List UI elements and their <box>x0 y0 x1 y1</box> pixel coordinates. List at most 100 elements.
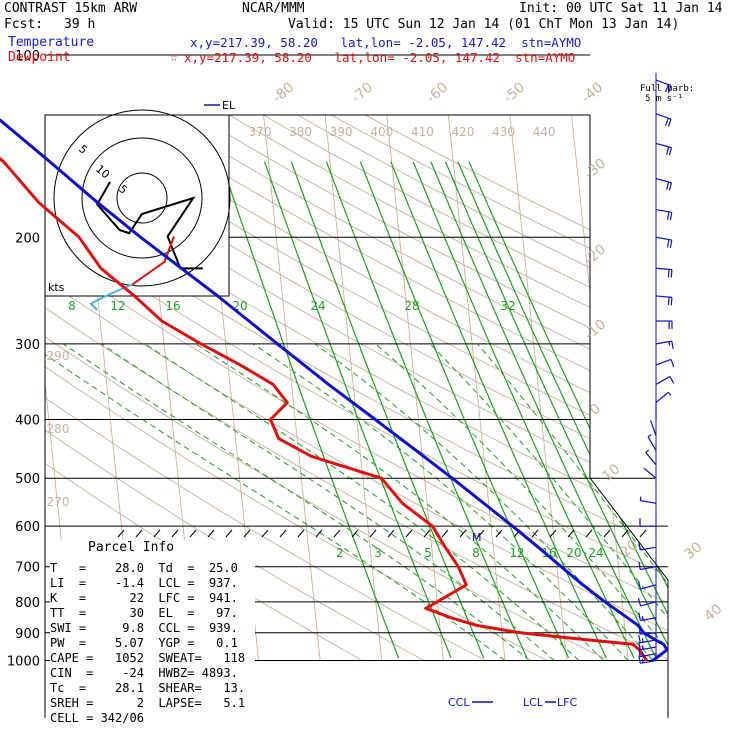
mixing-ratio-line <box>390 161 607 659</box>
isotherm-line <box>689 55 740 661</box>
dry-adiabat-line <box>45 115 668 661</box>
isobar-tick <box>333 529 341 538</box>
hodograph-ring <box>53 109 231 287</box>
wind-barb <box>655 178 673 191</box>
dry-adiabat-line <box>45 115 363 661</box>
isotherm-label: 30 <box>681 539 705 563</box>
mixing-ratio-line <box>290 161 485 659</box>
isobar-tick <box>495 529 503 538</box>
wind-barb <box>645 449 657 466</box>
pressure-tick-label: 1000 <box>7 655 40 670</box>
dry-adiabat-line <box>45 115 668 661</box>
isobar-tick <box>225 529 233 538</box>
hodograph-ring <box>81 137 203 259</box>
wind-barb <box>655 267 673 278</box>
mixing-ratio-line <box>444 161 668 659</box>
isotherm-label: 0 <box>587 401 604 419</box>
isobar-tick <box>279 529 287 538</box>
wind-barb <box>655 375 675 385</box>
isobar-tick <box>423 529 431 538</box>
isobar-tick <box>639 529 647 538</box>
isotherm-label: -50 <box>501 79 529 106</box>
theta-label: 420 <box>452 125 475 139</box>
dry-adiabat-line <box>257 115 668 661</box>
isotherm-label: -10 <box>582 316 610 343</box>
wind-barb <box>656 320 673 330</box>
isotherm-label: -80 <box>270 79 298 106</box>
init-time: Init: 00 UTC Sat 11 Jan 14 <box>519 1 723 16</box>
wind-barb <box>639 518 656 527</box>
mixing-ratio-label: 12 <box>110 299 125 313</box>
isobar-tick <box>567 529 575 538</box>
dry-adiabat-line <box>45 115 425 661</box>
isobar-tick <box>297 529 305 538</box>
wind-barb <box>655 358 675 368</box>
parcel-info-panel: Parcel Info T = 28.0 Td = 25.0 LI = -1.4… <box>50 540 255 735</box>
isobar-tick <box>387 529 395 538</box>
temperature-profile <box>0 118 669 662</box>
parcel-row: SWI = 9.8 CCL = 939. <box>50 621 238 635</box>
wind-barb <box>655 391 672 404</box>
theta-label: 280 <box>47 422 70 436</box>
forecast-hours: 39 h <box>64 17 96 32</box>
dry-adiabat-line <box>45 115 548 661</box>
theta-label: 290 <box>47 349 70 363</box>
barb-legend-units: 5 m s⁻¹ <box>645 94 683 104</box>
dewpoint-profile <box>0 156 648 662</box>
dewpoint-star-icon: ☆ <box>170 50 178 65</box>
wind-barb <box>638 648 657 658</box>
wind-barb <box>655 295 673 306</box>
wind-barbs <box>637 72 675 664</box>
isobar-tick <box>261 529 269 538</box>
isotherm-line <box>0 55 12 661</box>
isobar-lines <box>44 54 669 718</box>
pressure-tick-label: 800 <box>15 596 40 611</box>
mixing-ratio-label: 5 <box>424 546 432 560</box>
dry-adiabat-line <box>45 115 668 661</box>
mixing-ratio-line <box>430 161 657 659</box>
wind-barb <box>638 626 657 635</box>
dry-adiabat-line <box>66 115 668 661</box>
wind-barb <box>643 467 657 479</box>
dry-adiabat-line <box>45 115 668 661</box>
parcel-row: K = 22 LFC = 941. <box>50 591 238 605</box>
mixing-ratio-line <box>412 161 635 659</box>
dry-adiabat-line <box>45 115 668 661</box>
isotherm-label: 10 <box>599 461 623 485</box>
parcel-row: TT = 30 EL = 97. <box>50 606 238 620</box>
isobar-tick <box>171 529 179 538</box>
barb-legend-title: Full barb: <box>640 84 695 94</box>
level-markers: EL M CCL LCL LFC <box>204 99 577 709</box>
mixing-ratio-line <box>325 161 528 659</box>
mixing-ratio-line <box>359 161 570 659</box>
dry-adiabat-line <box>45 115 486 661</box>
isobar-tick <box>369 529 377 538</box>
mixing-ratio-label: 8 <box>472 546 480 560</box>
wind-barb <box>638 641 657 651</box>
mixing-ratio-label: 2 <box>336 546 344 560</box>
hodograph-trace-black <box>95 181 203 270</box>
wind-barb <box>655 208 673 221</box>
moist-adiabat-line <box>252 343 629 661</box>
parcel-row: T = 28.0 Td = 25.0 <box>50 561 238 575</box>
parcel-row: Tc = 28.1 SHEAR= 13. <box>50 681 246 695</box>
isotherm-label: -20 <box>582 241 610 268</box>
mixing-ratio-label: 32 <box>500 299 515 313</box>
isotherm-label: -70 <box>349 79 377 106</box>
wind-barb <box>638 612 657 622</box>
isobar-tick <box>459 529 467 538</box>
mixing-ratio-label: 28 <box>404 299 419 313</box>
pressure-tick-label: 300 <box>15 338 40 353</box>
theta-label: 400 <box>370 125 393 139</box>
isobar-tick <box>315 529 323 538</box>
wind-barb <box>655 340 674 350</box>
moist-adiabat-line <box>375 343 668 661</box>
wind-barb <box>637 581 657 590</box>
temperature-location: x,y=217.39, 58.20 lat,lon= -2.05, 147.42… <box>190 35 582 50</box>
isobar-tick <box>531 529 539 538</box>
theta-label: 370 <box>249 125 272 139</box>
moist-adiabat-line <box>101 343 555 661</box>
isobar-tick <box>621 529 629 538</box>
mixing-ratio-label: 24 <box>310 299 325 313</box>
